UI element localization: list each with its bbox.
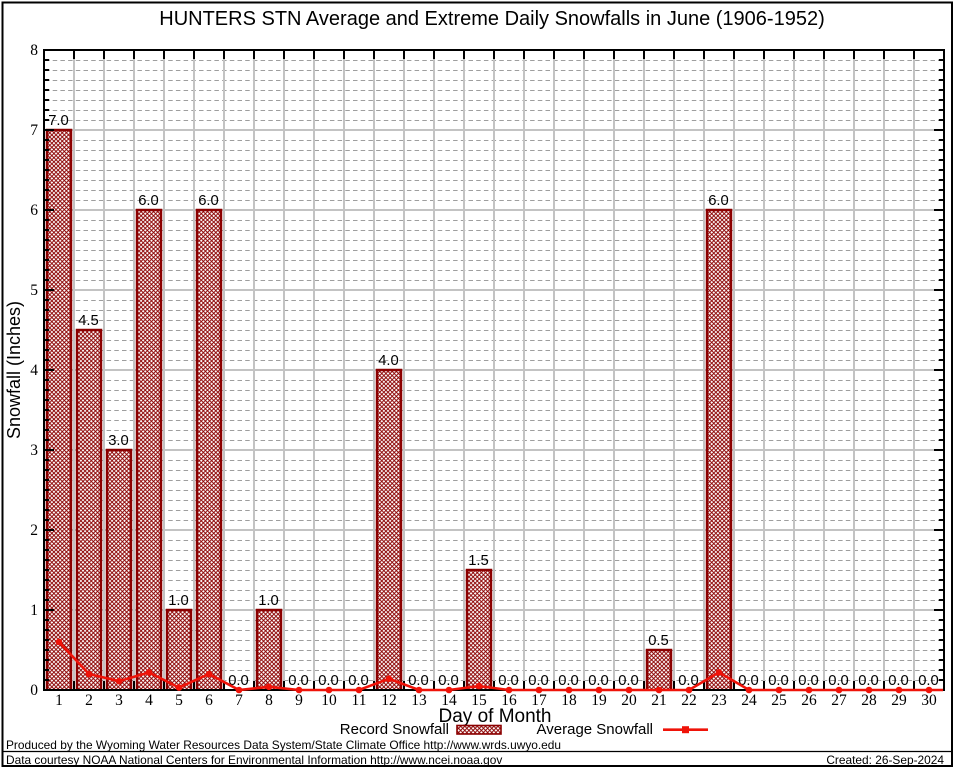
svg-text:Day of Month: Day of Month [439, 706, 552, 727]
svg-text:20: 20 [621, 692, 637, 709]
svg-text:0.0: 0.0 [798, 673, 819, 689]
svg-text:1: 1 [55, 692, 63, 709]
svg-text:17: 17 [531, 692, 547, 709]
svg-text:1: 1 [30, 602, 38, 619]
svg-text:0.0: 0.0 [768, 673, 789, 689]
svg-text:6.0: 6.0 [198, 193, 219, 209]
svg-text:14: 14 [441, 692, 457, 709]
svg-text:5: 5 [30, 282, 38, 299]
svg-text:0.0: 0.0 [888, 673, 909, 689]
svg-text:5: 5 [175, 692, 183, 709]
svg-text:19: 19 [591, 692, 607, 709]
svg-text:3.0: 3.0 [108, 433, 129, 449]
svg-text:7: 7 [235, 692, 243, 709]
svg-text:0.0: 0.0 [738, 673, 759, 689]
svg-text:0.0: 0.0 [348, 673, 369, 689]
svg-text:0.0: 0.0 [498, 673, 519, 689]
svg-text:26: 26 [801, 692, 817, 709]
svg-text:6: 6 [30, 202, 38, 219]
svg-text:0.0: 0.0 [558, 673, 579, 689]
svg-text:0.0: 0.0 [858, 673, 879, 689]
svg-text:1.5: 1.5 [468, 553, 489, 569]
svg-text:6.0: 6.0 [708, 193, 729, 209]
svg-text:4.0: 4.0 [378, 353, 399, 369]
svg-text:0.0: 0.0 [438, 673, 459, 689]
svg-text:0.0: 0.0 [588, 673, 609, 689]
svg-text:0.0: 0.0 [918, 673, 939, 689]
svg-text:16: 16 [501, 692, 517, 709]
svg-text:7: 7 [30, 122, 38, 139]
svg-text:0.0: 0.0 [528, 673, 549, 689]
svg-text:2: 2 [30, 522, 38, 539]
svg-text:1.0: 1.0 [258, 593, 279, 609]
svg-text:10: 10 [321, 692, 337, 709]
svg-text:13: 13 [411, 692, 427, 709]
svg-text:0.0: 0.0 [678, 673, 699, 689]
svg-text:25: 25 [771, 692, 787, 709]
svg-text:8: 8 [265, 692, 273, 709]
svg-text:2: 2 [85, 692, 93, 709]
svg-text:0.0: 0.0 [828, 673, 849, 689]
svg-text:8: 8 [30, 42, 38, 59]
svg-text:Record Snowfall: Record Snowfall [340, 721, 449, 738]
svg-text:HUNTERS STN Average and Extrem: HUNTERS STN Average and Extreme Daily Sn… [159, 8, 825, 30]
svg-text:Produced by the Wyoming Water: Produced by the Wyoming Water Resources … [6, 738, 561, 752]
svg-text:9: 9 [295, 692, 303, 709]
svg-text:6: 6 [205, 692, 213, 709]
svg-text:22: 22 [681, 692, 697, 709]
svg-text:28: 28 [861, 692, 877, 709]
svg-text:0.0: 0.0 [408, 673, 429, 689]
svg-text:0.0: 0.0 [228, 673, 249, 689]
svg-text:18: 18 [561, 692, 577, 709]
svg-text:23: 23 [711, 692, 727, 709]
svg-text:0.0: 0.0 [318, 673, 339, 689]
svg-text:15: 15 [471, 692, 487, 709]
svg-text:24: 24 [741, 692, 757, 709]
svg-text:0.0: 0.0 [288, 673, 309, 689]
svg-text:27: 27 [831, 692, 847, 709]
svg-text:0: 0 [30, 682, 38, 699]
svg-text:11: 11 [352, 692, 367, 709]
svg-text:0.0: 0.0 [618, 673, 639, 689]
svg-text:7.0: 7.0 [48, 113, 69, 129]
svg-text:3: 3 [115, 692, 123, 709]
svg-text:Data courtesy NOAA National Ce: Data courtesy NOAA National Centers for … [6, 753, 502, 767]
svg-text:0.5: 0.5 [648, 633, 669, 649]
svg-text:30: 30 [921, 692, 937, 709]
svg-text:29: 29 [891, 692, 907, 709]
svg-text:Snowfall (Inches): Snowfall (Inches) [4, 301, 24, 439]
svg-text:Created: 26-Sep-2024: Created: 26-Sep-2024 [826, 753, 944, 767]
svg-text:4: 4 [30, 362, 38, 379]
svg-text:1.0: 1.0 [168, 593, 189, 609]
svg-text:12: 12 [381, 692, 397, 709]
svg-text:21: 21 [651, 692, 667, 709]
svg-text:3: 3 [30, 442, 38, 459]
svg-text:Average Snowfall: Average Snowfall [537, 721, 653, 738]
svg-text:4.5: 4.5 [78, 313, 99, 329]
svg-text:6.0: 6.0 [138, 193, 159, 209]
svg-text:4: 4 [145, 692, 153, 709]
